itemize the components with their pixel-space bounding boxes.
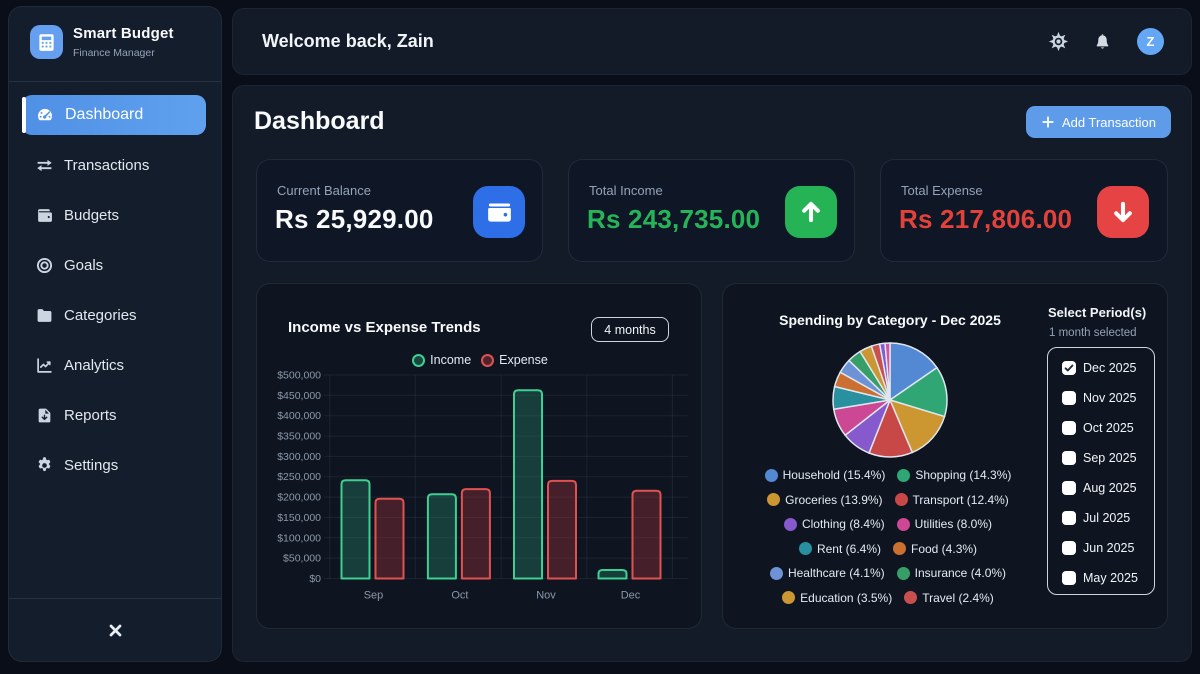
svg-text:$0: $0 xyxy=(309,573,321,585)
svg-text:$400,000: $400,000 xyxy=(277,410,321,422)
svg-text:$350,000: $350,000 xyxy=(277,431,321,443)
svg-text:$300,000: $300,000 xyxy=(277,451,321,463)
svg-text:$450,000: $450,000 xyxy=(277,390,321,402)
svg-text:Sep: Sep xyxy=(364,590,384,602)
svg-text:$50,000: $50,000 xyxy=(283,553,321,565)
svg-text:Nov: Nov xyxy=(536,590,556,602)
svg-text:$150,000: $150,000 xyxy=(277,512,321,524)
svg-text:$250,000: $250,000 xyxy=(277,471,321,483)
svg-text:$200,000: $200,000 xyxy=(277,492,321,504)
svg-text:$500,000: $500,000 xyxy=(277,370,321,382)
svg-text:$100,000: $100,000 xyxy=(277,532,321,544)
svg-text:Dec: Dec xyxy=(621,590,641,602)
svg-text:Oct: Oct xyxy=(451,590,468,602)
